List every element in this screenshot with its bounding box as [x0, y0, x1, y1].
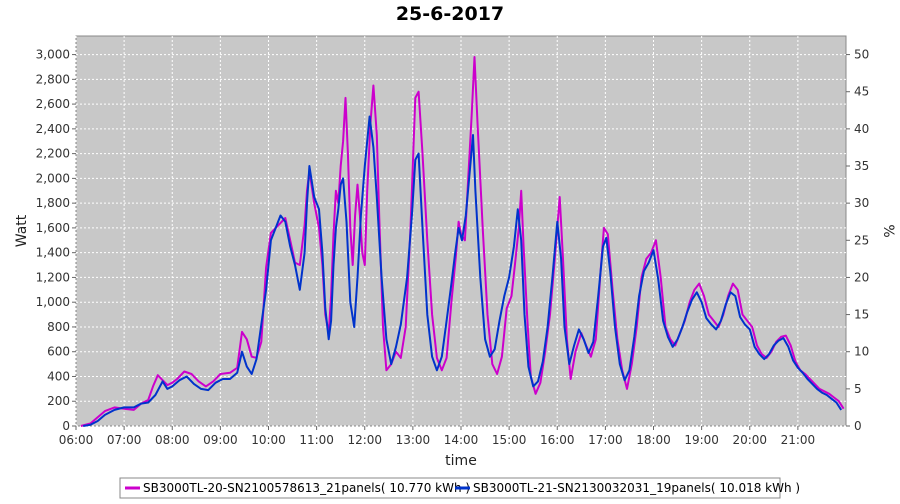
y2-tick-label: 45: [854, 85, 869, 99]
y-axis-label: Watt: [14, 214, 30, 247]
x-tick-label: 06:00: [59, 433, 94, 447]
y2-tick-label: 5: [854, 382, 862, 396]
y-tick-label: 0: [62, 419, 70, 433]
series-layer: [80, 56, 845, 427]
x-tick-label: 15:00: [492, 433, 527, 447]
y2-tick-label: 25: [854, 233, 869, 247]
y-tick-label: 2,400: [36, 122, 70, 136]
y-tick-label: 2,800: [36, 72, 70, 86]
y-tick-label: 200: [47, 394, 70, 408]
x-tick-label: 08:00: [155, 433, 190, 447]
y-tick-label: 2,600: [36, 97, 70, 111]
y-tick-label: 1,000: [36, 295, 70, 309]
legend-label-1: SB3000TL-20-SN2100578613_21panels( 10.77…: [143, 481, 470, 495]
legend-label-2: SB3000TL-21-SN2130032031_19panels( 10.01…: [473, 481, 800, 495]
y-tick-label: 400: [47, 369, 70, 383]
x-axis-ticks: 06:00 07:00 08:00 09:00 10:00 11:00 12:00 13:00…: [59, 426, 815, 447]
y-axis-ticks: 0 200 400 600 800 1,000 1,200 1,400 1,600 1,800 2,…: [36, 48, 76, 433]
legend: SB3000TL-20-SN2100578613_21panels( 10.77…: [119, 477, 800, 499]
x-axis-label: time: [445, 453, 477, 469]
y-tick-label: 3,000: [36, 48, 70, 62]
x-tick-label: 20:00: [732, 433, 767, 447]
y-tick-label: 2,200: [36, 147, 70, 161]
y2-tick-label: 15: [854, 308, 869, 322]
x-tick-label: 14:00: [444, 433, 479, 447]
y2-tick-label: 20: [854, 270, 869, 284]
legend-box: [119, 477, 781, 499]
y-tick-label: 1,600: [36, 221, 70, 235]
y2-tick-label: 50: [854, 48, 869, 62]
series-line-2: [83, 115, 843, 427]
x-tick-label: 07:00: [107, 433, 142, 447]
x-tick-label: 17:00: [588, 433, 623, 447]
y2-axis-ticks: 0 5 10 15 20 25 30 35 40 45 50: [846, 48, 869, 433]
x-tick-label: 18:00: [636, 433, 671, 447]
y2-tick-label: 10: [854, 345, 869, 359]
y2-axis-label: %: [880, 224, 896, 237]
x-tick-label: 21:00: [781, 433, 816, 447]
y-tick-label: 2,000: [36, 171, 70, 185]
x-tick-label: 09:00: [203, 433, 238, 447]
x-tick-label: 16:00: [540, 433, 575, 447]
y2-tick-label: 30: [854, 196, 869, 210]
y-tick-label: 1,400: [36, 246, 70, 260]
series-line-1: [80, 56, 845, 427]
chart-title: 25-6-2017: [396, 3, 504, 25]
y-tick-label: 600: [47, 345, 70, 359]
grid-lines: [75, 36, 846, 427]
x-tick-label: 12:00: [347, 433, 382, 447]
y2-tick-label: 40: [854, 122, 869, 136]
y2-tick-label: 35: [854, 159, 869, 173]
y2-tick-label: 0: [854, 419, 862, 433]
x-tick-label: 11:00: [299, 433, 334, 447]
y-tick-label: 1,200: [36, 270, 70, 284]
x-tick-label: 19:00: [684, 433, 719, 447]
y-tick-label: 1,800: [36, 196, 70, 210]
x-tick-label: 13:00: [396, 433, 431, 447]
x-tick-label: 10:00: [251, 433, 286, 447]
y-tick-label: 800: [47, 320, 70, 334]
